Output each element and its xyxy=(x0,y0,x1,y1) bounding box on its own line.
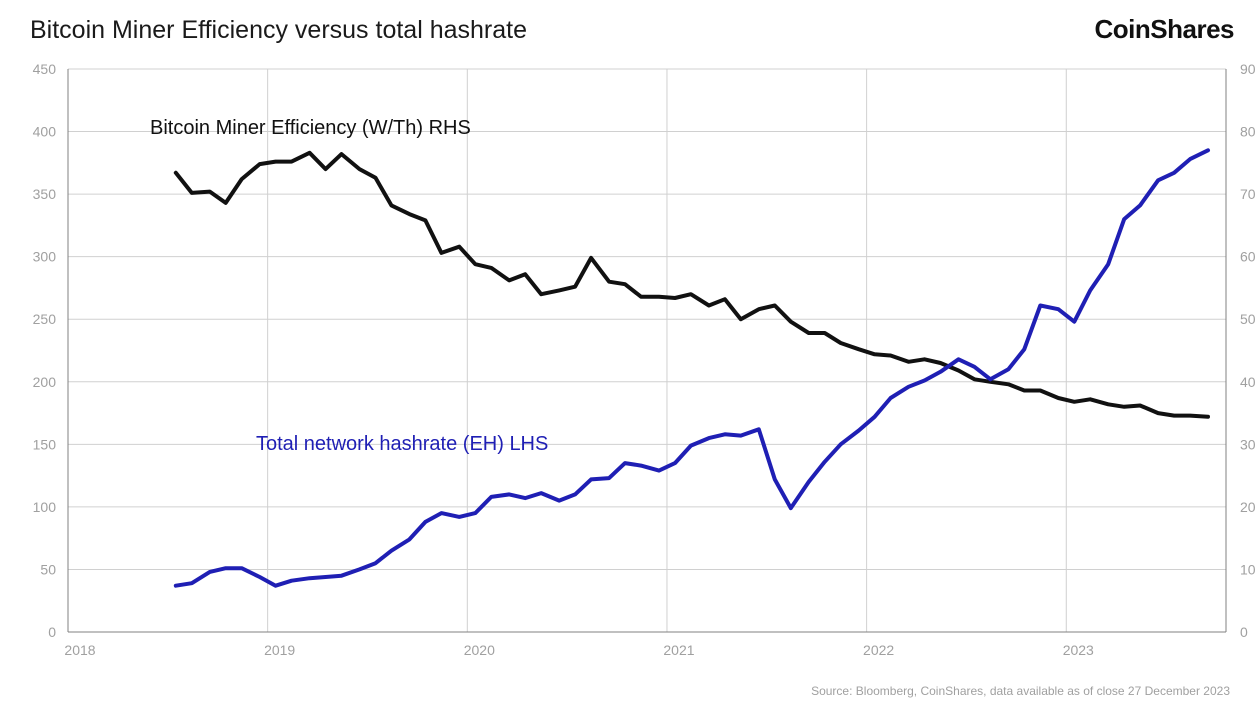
chart-title: Bitcoin Miner Efficiency versus total ha… xyxy=(30,16,527,44)
tick-labels: 0 50 100 150 200 250 300 350 400 450 0 10 20 30 40 50 60… xyxy=(33,61,1256,658)
y-left-tick-label: 350 xyxy=(33,186,57,202)
x-tick-label: 2022 xyxy=(863,642,894,658)
grid-lines xyxy=(68,68,1226,632)
coinshares-logo: CoinShares xyxy=(1094,14,1235,44)
y-left-tick-label: 200 xyxy=(33,374,57,390)
efficiency-line xyxy=(173,150,1210,419)
y-left-tick-label: 300 xyxy=(33,249,57,265)
x-tick-label: 2023 xyxy=(1063,642,1094,658)
x-tick-label: 2020 xyxy=(464,642,495,658)
x-tick-label: 2021 xyxy=(663,642,694,658)
y-right-tick-label: 20 xyxy=(1240,499,1256,515)
y-right-tick-label: 90 xyxy=(1240,61,1256,77)
y-right-tick-label: 40 xyxy=(1240,374,1256,390)
y-right-tick-label: 30 xyxy=(1240,436,1256,452)
y-right-tick-label: 70 xyxy=(1240,186,1256,202)
y-left-tick-label: 100 xyxy=(33,499,57,515)
y-right-tick-label: 10 xyxy=(1240,561,1256,577)
hashrate-line xyxy=(173,148,1210,588)
y-right-tick-label: 80 xyxy=(1240,124,1256,140)
y-left-tick-label: 450 xyxy=(33,61,57,77)
hashrate-series-label: Total network hashrate (EH) LHS xyxy=(256,433,548,455)
axes xyxy=(67,69,1227,633)
y-left-tick-label: 250 xyxy=(33,311,57,327)
x-tick-label: 2019 xyxy=(264,642,295,658)
y-right-tick-label: 0 xyxy=(1240,624,1248,640)
series-lines xyxy=(173,148,1210,588)
source-note: Source: Bloomberg, CoinShares, data avai… xyxy=(811,684,1230,698)
y-right-tick-label: 60 xyxy=(1240,249,1256,265)
y-left-tick-label: 150 xyxy=(33,436,57,452)
y-left-tick-label: 400 xyxy=(33,124,57,140)
y-right-tick-label: 50 xyxy=(1240,311,1256,327)
efficiency-series-label: Bitcoin Miner Efficiency (W/Th) RHS xyxy=(150,117,471,139)
y-left-tick-label: 50 xyxy=(40,561,56,577)
y-left-tick-label: 0 xyxy=(48,624,56,640)
x-tick-label: 2018 xyxy=(64,642,95,658)
